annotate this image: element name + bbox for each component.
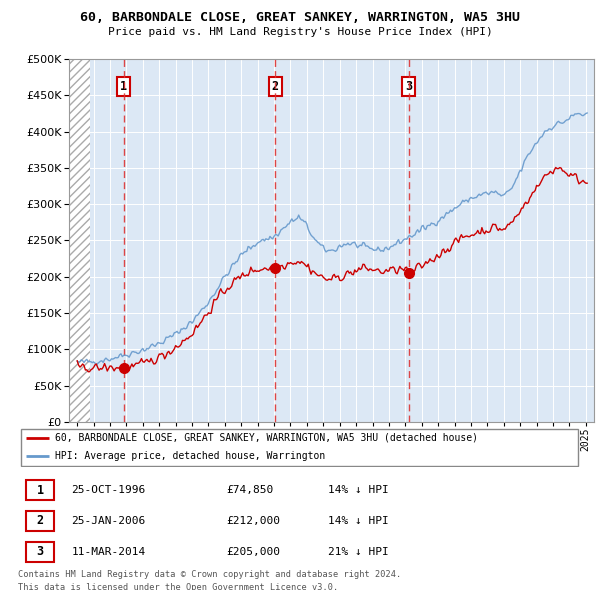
Bar: [69, 59, 89, 422]
FancyBboxPatch shape: [21, 429, 578, 466]
Text: 3: 3: [405, 80, 412, 93]
Text: 25-JAN-2006: 25-JAN-2006: [71, 516, 146, 526]
Text: 14% ↓ HPI: 14% ↓ HPI: [328, 516, 389, 526]
Text: Contains HM Land Registry data © Crown copyright and database right 2024.: Contains HM Land Registry data © Crown c…: [18, 570, 401, 579]
Text: 11-MAR-2014: 11-MAR-2014: [71, 547, 146, 556]
Text: Price paid vs. HM Land Registry's House Price Index (HPI): Price paid vs. HM Land Registry's House …: [107, 27, 493, 37]
Text: HPI: Average price, detached house, Warrington: HPI: Average price, detached house, Warr…: [55, 451, 325, 461]
Text: 60, BARBONDALE CLOSE, GREAT SANKEY, WARRINGTON, WA5 3HU (detached house): 60, BARBONDALE CLOSE, GREAT SANKEY, WARR…: [55, 433, 478, 443]
Text: 60, BARBONDALE CLOSE, GREAT SANKEY, WARRINGTON, WA5 3HU: 60, BARBONDALE CLOSE, GREAT SANKEY, WARR…: [80, 11, 520, 24]
Text: This data is licensed under the Open Government Licence v3.0.: This data is licensed under the Open Gov…: [18, 583, 338, 590]
Text: £74,850: £74,850: [227, 486, 274, 495]
Text: 2: 2: [272, 80, 279, 93]
Text: 25-OCT-1996: 25-OCT-1996: [71, 486, 146, 495]
Text: 21% ↓ HPI: 21% ↓ HPI: [328, 547, 389, 556]
Text: 1: 1: [120, 80, 127, 93]
Text: £205,000: £205,000: [227, 547, 281, 556]
FancyBboxPatch shape: [26, 511, 53, 531]
FancyBboxPatch shape: [26, 542, 53, 562]
Text: £212,000: £212,000: [227, 516, 281, 526]
Text: 3: 3: [37, 545, 44, 558]
Text: 2: 2: [37, 514, 44, 527]
Text: 14% ↓ HPI: 14% ↓ HPI: [328, 486, 389, 495]
FancyBboxPatch shape: [26, 480, 53, 500]
Text: 1: 1: [37, 484, 44, 497]
